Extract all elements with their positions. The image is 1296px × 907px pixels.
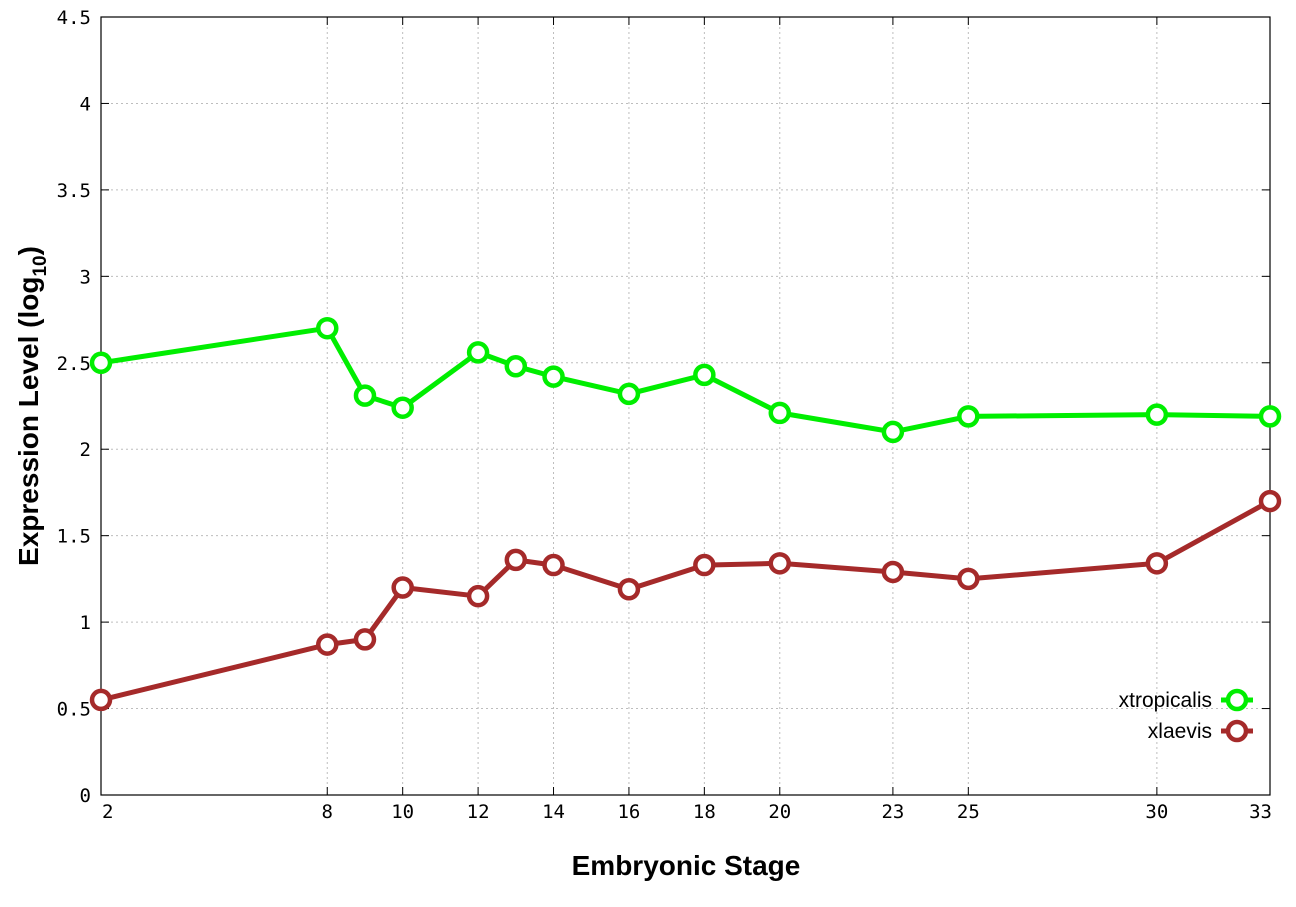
y-tick-label: 4.5 — [57, 7, 91, 29]
legend-swatch-xlaevis — [1221, 719, 1253, 743]
legend-swatch-xtropicalis — [1221, 688, 1253, 712]
data-point-xtropicalis — [353, 384, 377, 407]
data-point-xlaevis — [617, 578, 641, 601]
y-axis-title-subscript: 10 — [30, 255, 51, 276]
data-point-xtropicalis — [1258, 405, 1282, 428]
data-point-xtropicalis — [89, 351, 113, 375]
x-tick-label: 14 — [542, 801, 565, 823]
series-xlaevis — [89, 489, 1282, 712]
data-point-xtropicalis — [957, 405, 980, 428]
x-tick-label: 25 — [957, 801, 980, 823]
x-tick-label: 23 — [881, 801, 904, 823]
x-tick-label: 16 — [617, 801, 640, 823]
data-point-xtropicalis — [504, 354, 528, 378]
x-tick-label: 10 — [391, 801, 414, 823]
legend-label-xtropicalis: xtropicalis — [1119, 689, 1212, 712]
plot-frame — [100, 16, 1271, 796]
tick-layer: 0 0.5 1 1.5 2 2.5 3 3.5 4 4.5 2 8 10 12 14 16 18 20 23 25 30… — [57, 7, 1272, 823]
data-point-xlaevis — [1258, 489, 1282, 513]
data-point-xlaevis — [466, 584, 490, 608]
y-tick-label: 2.5 — [57, 353, 91, 375]
data-point-xlaevis — [881, 560, 905, 584]
y-tick-label: 4 — [80, 93, 91, 115]
data-point-xtropicalis — [466, 341, 490, 364]
legend-marker — [1225, 719, 1249, 743]
series-line-xlaevis — [100, 498, 1272, 703]
legend-label-xlaevis: xlaevis — [1148, 720, 1212, 743]
series-layer — [89, 316, 1282, 712]
data-point-xlaevis — [353, 628, 377, 651]
y-axis-title-main: Expression Level (log — [13, 277, 44, 566]
y-tick-label: 3.5 — [57, 180, 91, 202]
y-axis-title: Expression Level (log10) — [13, 246, 51, 566]
grid-layer — [101, 17, 1270, 795]
data-point-xtropicalis — [617, 382, 641, 406]
y-axis-title-close: ) — [13, 246, 44, 255]
data-point-xlaevis — [316, 633, 339, 656]
data-point-xtropicalis — [391, 396, 414, 419]
data-point-xlaevis — [693, 553, 716, 577]
legend: xtropicalis xlaevis — [1119, 688, 1253, 743]
x-tick-label: 20 — [768, 801, 791, 823]
x-tick-label: 2 — [102, 801, 113, 823]
data-point-xlaevis — [542, 553, 565, 577]
data-point-xlaevis — [1145, 552, 1169, 575]
x-tick-label: 18 — [693, 801, 716, 823]
x-tick-label: 33 — [1249, 801, 1272, 823]
data-point-xtropicalis — [542, 365, 565, 388]
x-axis-title: Embryonic Stage — [572, 850, 801, 881]
x-tick-label: 30 — [1145, 801, 1168, 823]
data-point-xlaevis — [89, 688, 113, 712]
series-line-xtropicalis — [100, 325, 1271, 435]
y-tick-label: 1 — [80, 612, 91, 634]
x-tick-label: 12 — [467, 801, 490, 823]
data-point-xlaevis — [768, 552, 792, 575]
data-point-xtropicalis — [881, 420, 905, 444]
data-point-xlaevis — [957, 567, 980, 591]
data-point-xtropicalis — [1145, 403, 1169, 426]
data-point-xtropicalis — [693, 363, 716, 387]
y-tick-label: 0.5 — [57, 699, 91, 721]
data-point-xlaevis — [504, 548, 528, 572]
y-tick-label: 1.5 — [57, 526, 91, 548]
data-point-xlaevis — [391, 576, 414, 599]
y-tick-label: 0 — [80, 785, 91, 807]
data-point-xtropicalis — [316, 316, 339, 340]
x-tick-label: 8 — [322, 801, 333, 823]
y-tick-label: 2 — [80, 439, 91, 461]
series-xtropicalis — [89, 316, 1282, 444]
legend-marker — [1225, 688, 1249, 712]
data-point-xtropicalis — [768, 401, 792, 425]
y-tick-label: 3 — [80, 266, 91, 288]
